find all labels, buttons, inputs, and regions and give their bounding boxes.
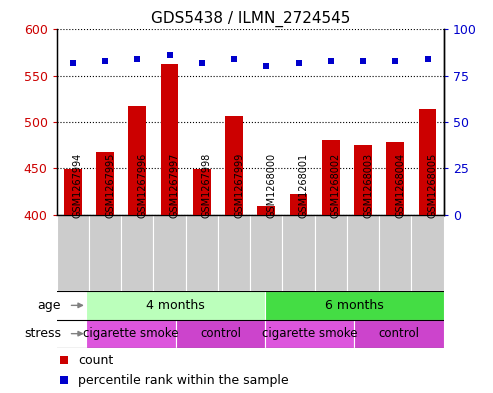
Bar: [282, 215, 315, 291]
Bar: [129, 106, 146, 215]
Bar: [412, 215, 444, 291]
Point: [391, 58, 399, 64]
Bar: [354, 145, 372, 215]
Point: [134, 56, 141, 62]
Bar: [64, 169, 82, 215]
Point: [198, 60, 206, 66]
Bar: [86, 320, 176, 348]
Bar: [89, 215, 121, 291]
Text: control: control: [200, 327, 241, 340]
Text: cigarette smoke: cigarette smoke: [262, 327, 357, 340]
Text: GSM1267998: GSM1267998: [202, 153, 212, 219]
Point: [230, 56, 238, 62]
Bar: [265, 320, 354, 348]
Text: 4 months: 4 months: [146, 299, 205, 312]
Bar: [290, 194, 308, 215]
Bar: [218, 215, 250, 291]
Text: GSM1267999: GSM1267999: [234, 153, 244, 219]
Text: GSM1268003: GSM1268003: [363, 153, 373, 219]
Bar: [315, 215, 347, 291]
Point: [166, 52, 174, 59]
Bar: [265, 291, 444, 320]
Text: 6 months: 6 months: [325, 299, 384, 312]
Bar: [322, 140, 340, 215]
Bar: [257, 206, 275, 215]
Bar: [193, 169, 211, 215]
Bar: [225, 116, 243, 215]
Bar: [57, 215, 89, 291]
Text: GSM1268005: GSM1268005: [427, 153, 438, 219]
Point: [101, 58, 109, 64]
Point: [61, 357, 69, 364]
Text: GSM1268004: GSM1268004: [395, 153, 405, 219]
Bar: [379, 215, 412, 291]
Text: age: age: [37, 299, 61, 312]
Bar: [96, 152, 114, 215]
Text: GSM1267994: GSM1267994: [73, 153, 83, 219]
Text: count: count: [78, 354, 113, 367]
Point: [423, 56, 431, 62]
Text: GSM1267995: GSM1267995: [105, 153, 115, 219]
Point: [327, 58, 335, 64]
Text: GSM1268002: GSM1268002: [331, 153, 341, 219]
Bar: [86, 291, 265, 320]
Text: percentile rank within the sample: percentile rank within the sample: [78, 374, 288, 387]
Bar: [250, 215, 282, 291]
Point: [359, 58, 367, 64]
Bar: [347, 215, 379, 291]
Point: [295, 60, 303, 66]
Bar: [186, 215, 218, 291]
Point: [69, 60, 77, 66]
Bar: [176, 320, 265, 348]
Bar: [419, 109, 436, 215]
Point: [61, 377, 69, 384]
Bar: [153, 215, 186, 291]
Bar: [387, 142, 404, 215]
Title: GDS5438 / ILMN_2724545: GDS5438 / ILMN_2724545: [150, 11, 350, 27]
Text: cigarette smoke: cigarette smoke: [83, 327, 179, 340]
Bar: [121, 215, 153, 291]
Text: control: control: [379, 327, 420, 340]
Point: [262, 63, 270, 70]
Bar: [161, 64, 178, 215]
Text: GSM1267996: GSM1267996: [138, 153, 147, 219]
Text: GSM1268000: GSM1268000: [266, 153, 276, 219]
Bar: [354, 320, 444, 348]
Text: stress: stress: [24, 327, 61, 340]
Text: GSM1268001: GSM1268001: [299, 153, 309, 219]
Text: GSM1267997: GSM1267997: [170, 153, 179, 219]
